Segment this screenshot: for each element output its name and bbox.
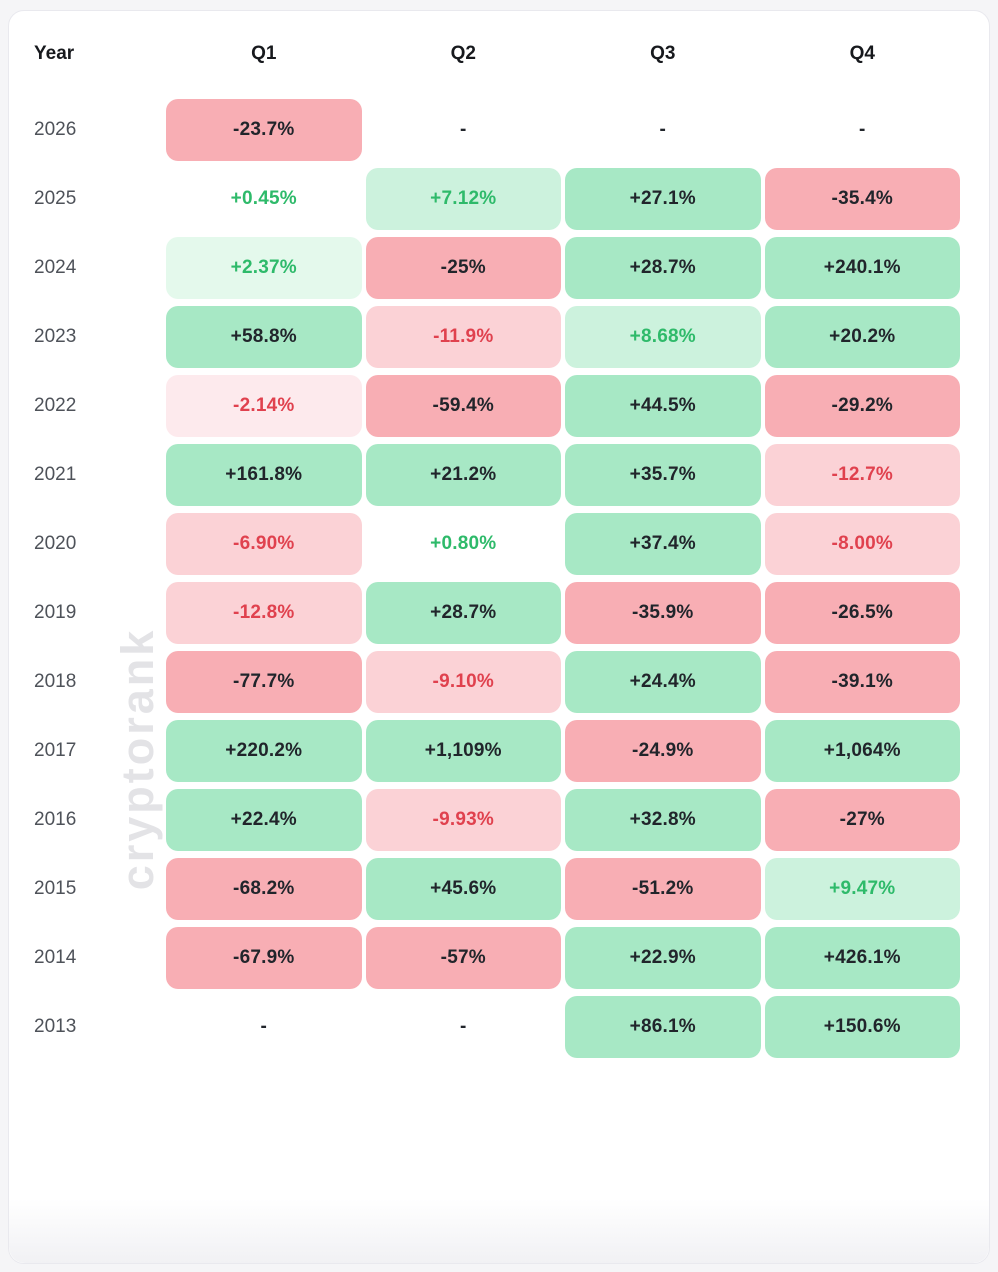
- return-cell-2014-q3: +22.9%: [565, 927, 761, 989]
- return-cell-2025-q2: +7.12%: [365, 168, 561, 230]
- return-cell-2017-q2: +1,109%: [365, 720, 561, 782]
- year-label-2015: 2015: [34, 878, 77, 899]
- return-cell-2016-q4: -27%: [764, 789, 960, 851]
- return-cell-2024-q2: -25%: [365, 237, 561, 299]
- return-cell-2015-q4: +9.47%: [764, 858, 960, 920]
- year-label-2018: 2018: [34, 671, 77, 692]
- return-cell-2023-q3: +8.68%: [565, 306, 761, 368]
- quarterly-returns-card: cryptorank Year Q1 Q2 Q3 Q4 2026 -23.7% - -…: [8, 10, 990, 1264]
- return-cell-2018-q4: -39.1%: [764, 651, 960, 713]
- return-cell-2026-q3: -: [659, 119, 667, 140]
- return-cell-2016-q3: +32.8%: [565, 789, 761, 851]
- return-cell-2021-q2: +21.2%: [365, 444, 561, 506]
- return-cell-2015-q3: -51.2%: [565, 858, 761, 920]
- return-cell-2018-q3: +24.4%: [565, 651, 761, 713]
- return-cell-2026-q1: -23.7%: [166, 99, 362, 161]
- year-label-2020: 2020: [34, 533, 77, 554]
- return-cell-2020-q4: -8.00%: [764, 513, 960, 575]
- return-cell-2021-q4: -12.7%: [764, 444, 960, 506]
- return-cell-2017-q3: -24.9%: [565, 720, 761, 782]
- year-label-2016: 2016: [34, 809, 77, 830]
- return-cell-2020-q2: +0.80%: [430, 533, 497, 554]
- return-cell-2024-q1: +2.37%: [166, 237, 362, 299]
- return-cell-2017-q1: +220.2%: [166, 720, 362, 782]
- return-cell-2024-q3: +28.7%: [565, 237, 761, 299]
- return-cell-2013-q2: -: [459, 1016, 467, 1037]
- return-cell-2018-q1: -77.7%: [166, 651, 362, 713]
- return-cell-2018-q2: -9.10%: [365, 651, 561, 713]
- year-label-2014: 2014: [34, 947, 77, 968]
- return-cell-2019-q3: -35.9%: [565, 582, 761, 644]
- return-cell-2013-q1: -: [260, 1016, 268, 1037]
- return-cell-2025-q3: +27.1%: [565, 168, 761, 230]
- return-cell-2019-q2: +28.7%: [365, 582, 561, 644]
- return-cell-2024-q4: +240.1%: [764, 237, 960, 299]
- return-cell-2017-q4: +1,064%: [764, 720, 960, 782]
- return-cell-2021-q1: +161.8%: [166, 444, 362, 506]
- return-cell-2019-q4: -26.5%: [764, 582, 960, 644]
- return-cell-2021-q3: +35.7%: [565, 444, 761, 506]
- year-label-2022: 2022: [34, 395, 77, 416]
- column-header-q4: Q4: [849, 43, 875, 64]
- return-cell-2023-q1: +58.8%: [166, 306, 362, 368]
- return-cell-2014-q1: -67.9%: [166, 927, 362, 989]
- year-label-2024: 2024: [34, 257, 77, 278]
- return-cell-2016-q2: -9.93%: [365, 789, 561, 851]
- return-cell-2014-q4: +426.1%: [764, 927, 960, 989]
- return-cell-2013-q3: +86.1%: [565, 996, 761, 1058]
- year-label-2019: 2019: [34, 602, 77, 623]
- returns-grid: 2026 -23.7% - - - 2025 +0.45% +7.12% +27.1% -35.4…: [34, 99, 960, 1058]
- year-label-2025: 2025: [34, 188, 77, 209]
- column-header-year: Year: [34, 43, 75, 64]
- column-header-q3: Q3: [650, 43, 676, 64]
- year-label-2017: 2017: [34, 740, 77, 761]
- return-cell-2026-q4: -: [858, 119, 866, 140]
- return-cell-2016-q1: +22.4%: [166, 789, 362, 851]
- return-cell-2022-q2: -59.4%: [365, 375, 561, 437]
- year-label-2026: 2026: [34, 119, 77, 140]
- return-cell-2020-q3: +37.4%: [565, 513, 761, 575]
- column-header-q2: Q2: [450, 43, 476, 64]
- return-cell-2025-q4: -35.4%: [764, 168, 960, 230]
- return-cell-2013-q4: +150.6%: [764, 996, 960, 1058]
- return-cell-2023-q2: -11.9%: [365, 306, 561, 368]
- column-header-q1: Q1: [251, 43, 277, 64]
- return-cell-2022-q3: +44.5%: [565, 375, 761, 437]
- return-cell-2020-q1: -6.90%: [166, 513, 362, 575]
- return-cell-2025-q1: +0.45%: [230, 188, 297, 209]
- return-cell-2022-q4: -29.2%: [764, 375, 960, 437]
- year-label-2023: 2023: [34, 326, 77, 347]
- return-cell-2026-q2: -: [459, 119, 467, 140]
- year-label-2013: 2013: [34, 1016, 77, 1037]
- return-cell-2022-q1: -2.14%: [166, 375, 362, 437]
- return-cell-2023-q4: +20.2%: [764, 306, 960, 368]
- return-cell-2014-q2: -57%: [365, 927, 561, 989]
- return-cell-2015-q2: +45.6%: [365, 858, 561, 920]
- table-header-row: Year Q1 Q2 Q3 Q4: [34, 43, 960, 65]
- return-cell-2019-q1: -12.8%: [166, 582, 362, 644]
- return-cell-2015-q1: -68.2%: [166, 858, 362, 920]
- year-label-2021: 2021: [34, 464, 77, 485]
